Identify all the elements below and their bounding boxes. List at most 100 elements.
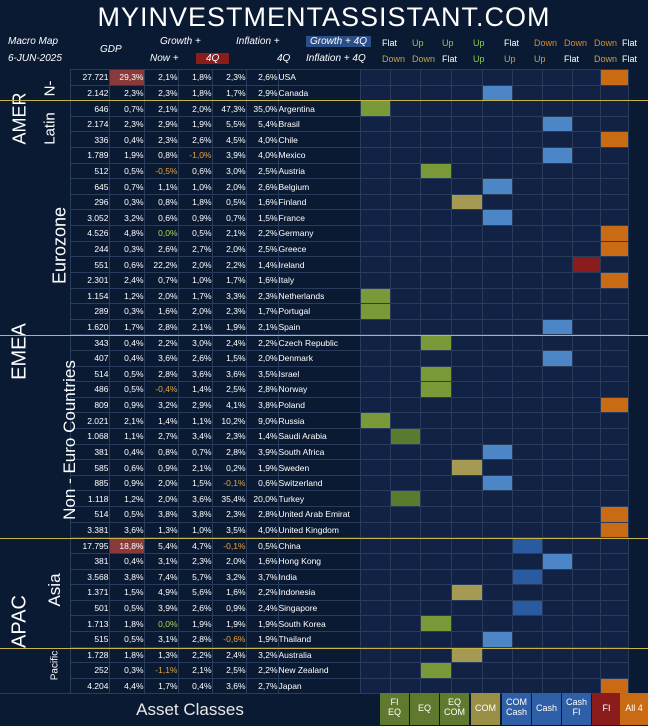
table-row: 809 0,9% 3,2% 2,9% 4,1% 3,8% Poland [0,396,629,414]
cell-pct: 0,7% [108,100,145,117]
signal-cell [419,646,452,664]
signal-cell [541,646,573,664]
signal-cell [481,443,513,461]
cell-i4: 9,0% [245,412,279,430]
cell-in: 0,2% [211,459,247,476]
signal-cell [481,69,513,86]
signal-cell [389,365,421,383]
signal-cell [450,225,483,242]
signal-cell [541,474,573,492]
signal-cell [541,568,573,586]
signal-cell [419,271,452,289]
signal-col-bottom: Down [382,54,406,64]
signal-cell [481,349,513,367]
asset-class-swatch: COM Cash [502,693,531,725]
signal-cell [481,662,513,679]
cell-in: 3,3% [211,287,247,305]
cell-i4: 3,7% [245,568,279,586]
signal-cell [450,599,483,617]
country-name: Japan [277,677,361,695]
cell-in: 0,9% [211,599,247,617]
signal-cell [450,443,483,461]
table-row: 27.721 29,3% 2,1% 1,8% 2,3% 2,6% USA [0,69,629,86]
signal-cell [419,318,452,336]
signal-col-bottom: Up [504,54,516,64]
signal-cell [599,677,629,695]
signal-cell [541,662,573,679]
signal-cell [359,630,391,648]
country-name: Poland [277,396,361,414]
signal-cell [481,412,513,430]
signal-cell [541,256,573,273]
signal-cell [571,537,601,554]
signal-cell [571,100,601,117]
cell-gdp: 3.052 [69,209,110,227]
cell-gdp: 1.789 [69,147,110,164]
cell-in: 1,9% [211,615,247,632]
cell-gdp: 3.568 [69,568,110,586]
signal-cell [450,131,483,149]
signal-cell [599,271,629,289]
cell-g4: 5,7% [177,568,213,586]
signal-cell [450,365,483,383]
asset-class-swatch: All 4 [620,693,648,725]
cell-gn: 22,2% [143,256,179,273]
cell-g4: 1,7% [177,287,213,305]
signal-cell [481,209,513,227]
region-emea: EMEA [8,323,31,380]
signal-col-bottom: Up [534,54,546,64]
region-gutter [0,179,70,195]
signal-cell [450,271,483,289]
signal-cell [450,240,483,258]
signal-cell [450,646,483,664]
country-name: France [277,209,361,227]
signal-cell [511,584,543,601]
cell-in: 0,5% [211,193,247,211]
asset-class-swatch: Cash FI [562,693,591,725]
signal-cell [450,84,483,102]
cell-gn: 2,8% [143,318,179,336]
cell-i4: 1,9% [245,630,279,648]
signal-cell [599,599,629,617]
signal-cell [599,334,629,351]
cell-pct: 1,8% [108,615,145,632]
cell-gdp: 4.526 [69,225,110,242]
country-name: Hong Kong [277,552,361,570]
cell-gn: 2,0% [143,474,179,492]
signal-cell [359,615,391,632]
signal-cell [481,334,513,351]
signal-cell [419,443,452,461]
cell-i4: 0,6% [245,474,279,492]
cell-pct: 1,2% [108,287,145,305]
signal-cell [450,115,483,133]
table-row: 551 0,6% 22,2% 2,0% 2,2% 1,4% Ireland [0,256,629,273]
signal-cell [571,115,601,133]
signal-cell [359,506,391,523]
country-name: Brasil [277,115,361,133]
region-apac: APAC [8,595,31,648]
signal-cell [571,271,601,289]
country-name: India [277,568,361,586]
signal-cell [359,334,391,351]
signal-cell [541,178,573,195]
cell-i4: 2,2% [245,662,279,679]
signal-cell [481,303,513,320]
signal-cell [481,537,513,554]
signal-cell [511,428,543,445]
cell-in: 35,4% [211,490,247,508]
signal-cell [599,662,629,679]
cell-i4: 2,0% [245,349,279,367]
cell-pct: 3,6% [108,521,145,539]
signal-cell [481,84,513,102]
signal-cell [541,443,573,461]
cell-gn: 1,3% [143,646,179,664]
country-name: South Korea [277,615,361,632]
signal-cell [419,147,452,164]
signal-cell [571,396,601,414]
signal-cell [389,599,421,617]
signal-cell [450,147,483,164]
table-row: 1.728 1,8% 1,3% 2,2% 2,4% 3,2% Australia [0,646,629,664]
signal-cell [359,209,391,227]
table-row: 2.021 2,1% 1,4% 1,1% 10,2% 9,0% Russia [0,412,629,430]
country-name: United Arab Emirat [277,506,361,523]
